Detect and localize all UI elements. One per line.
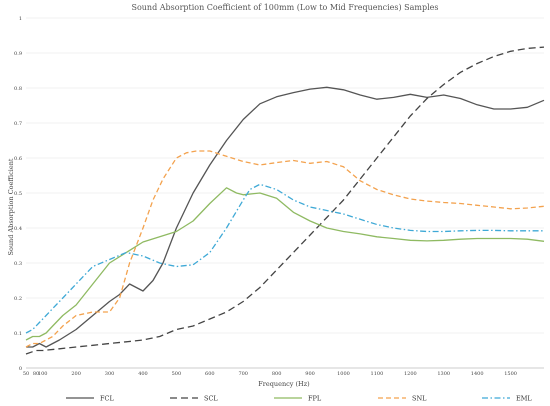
series-line-snl: [25, 150, 545, 348]
x-tick-label: 100: [38, 371, 48, 377]
y-tick-label: 1: [19, 16, 22, 22]
x-tick-label: 400: [138, 371, 148, 377]
x-tick-label: 500: [172, 371, 182, 377]
series-line-scl: [25, 46, 545, 355]
x-axis-title: Frequency (Hz): [258, 380, 310, 388]
legend-label-scl: SCL: [204, 394, 218, 402]
y-tick-label: 0.5: [14, 191, 22, 197]
legend: FCL SCL FPL SNL EML: [66, 394, 532, 402]
x-tick-label: 1100: [371, 371, 384, 377]
x-tick-label: 700: [238, 371, 248, 377]
y-tick-label: 0.1: [14, 331, 22, 337]
x-tick-label: 800: [272, 371, 282, 377]
y-axis-title: Sound Absorption Coefficient: [7, 158, 15, 255]
x-tick-label: 1200: [404, 371, 417, 377]
x-tick-label: 80: [33, 371, 39, 377]
y-tick-label: 0: [19, 366, 22, 372]
legend-label-eml: EML: [516, 394, 532, 402]
legend-label-fpl: FPL: [308, 394, 322, 402]
y-tick-label: 0.2: [14, 296, 22, 302]
x-tick-label: 1300: [437, 371, 450, 377]
grid-lines: [26, 17, 544, 334]
series-line-fcl: [26, 86, 545, 348]
legend-label-fcl: FCL: [100, 394, 114, 402]
x-tick-label: 200: [71, 371, 81, 377]
chart-title: Sound Absorption Coefficient of 100mm (L…: [131, 3, 438, 12]
y-tick-label: 0.6: [14, 156, 22, 162]
y-tick-label: 0.8: [14, 86, 22, 92]
x-tick-label: 1000: [337, 371, 350, 377]
y-tick-label: 0.4: [14, 226, 22, 232]
x-tick-label: 1500: [504, 371, 517, 377]
y-tick-label: 0.9: [14, 51, 22, 57]
series-line-fpl: [25, 187, 545, 341]
y-tick-label: 0.3: [14, 261, 22, 267]
x-tick-label: 900: [305, 371, 315, 377]
y-tick-label: 0.7: [14, 121, 22, 127]
x-tick-label: 600: [205, 371, 215, 377]
series-line-eml: [25, 183, 544, 334]
legend-label-snl: SNL: [412, 394, 427, 402]
x-tick-label: 50: [23, 371, 29, 377]
series-lines: [25, 46, 545, 355]
x-tick-label: 300: [105, 371, 115, 377]
x-tick-label: 1400: [471, 371, 484, 377]
